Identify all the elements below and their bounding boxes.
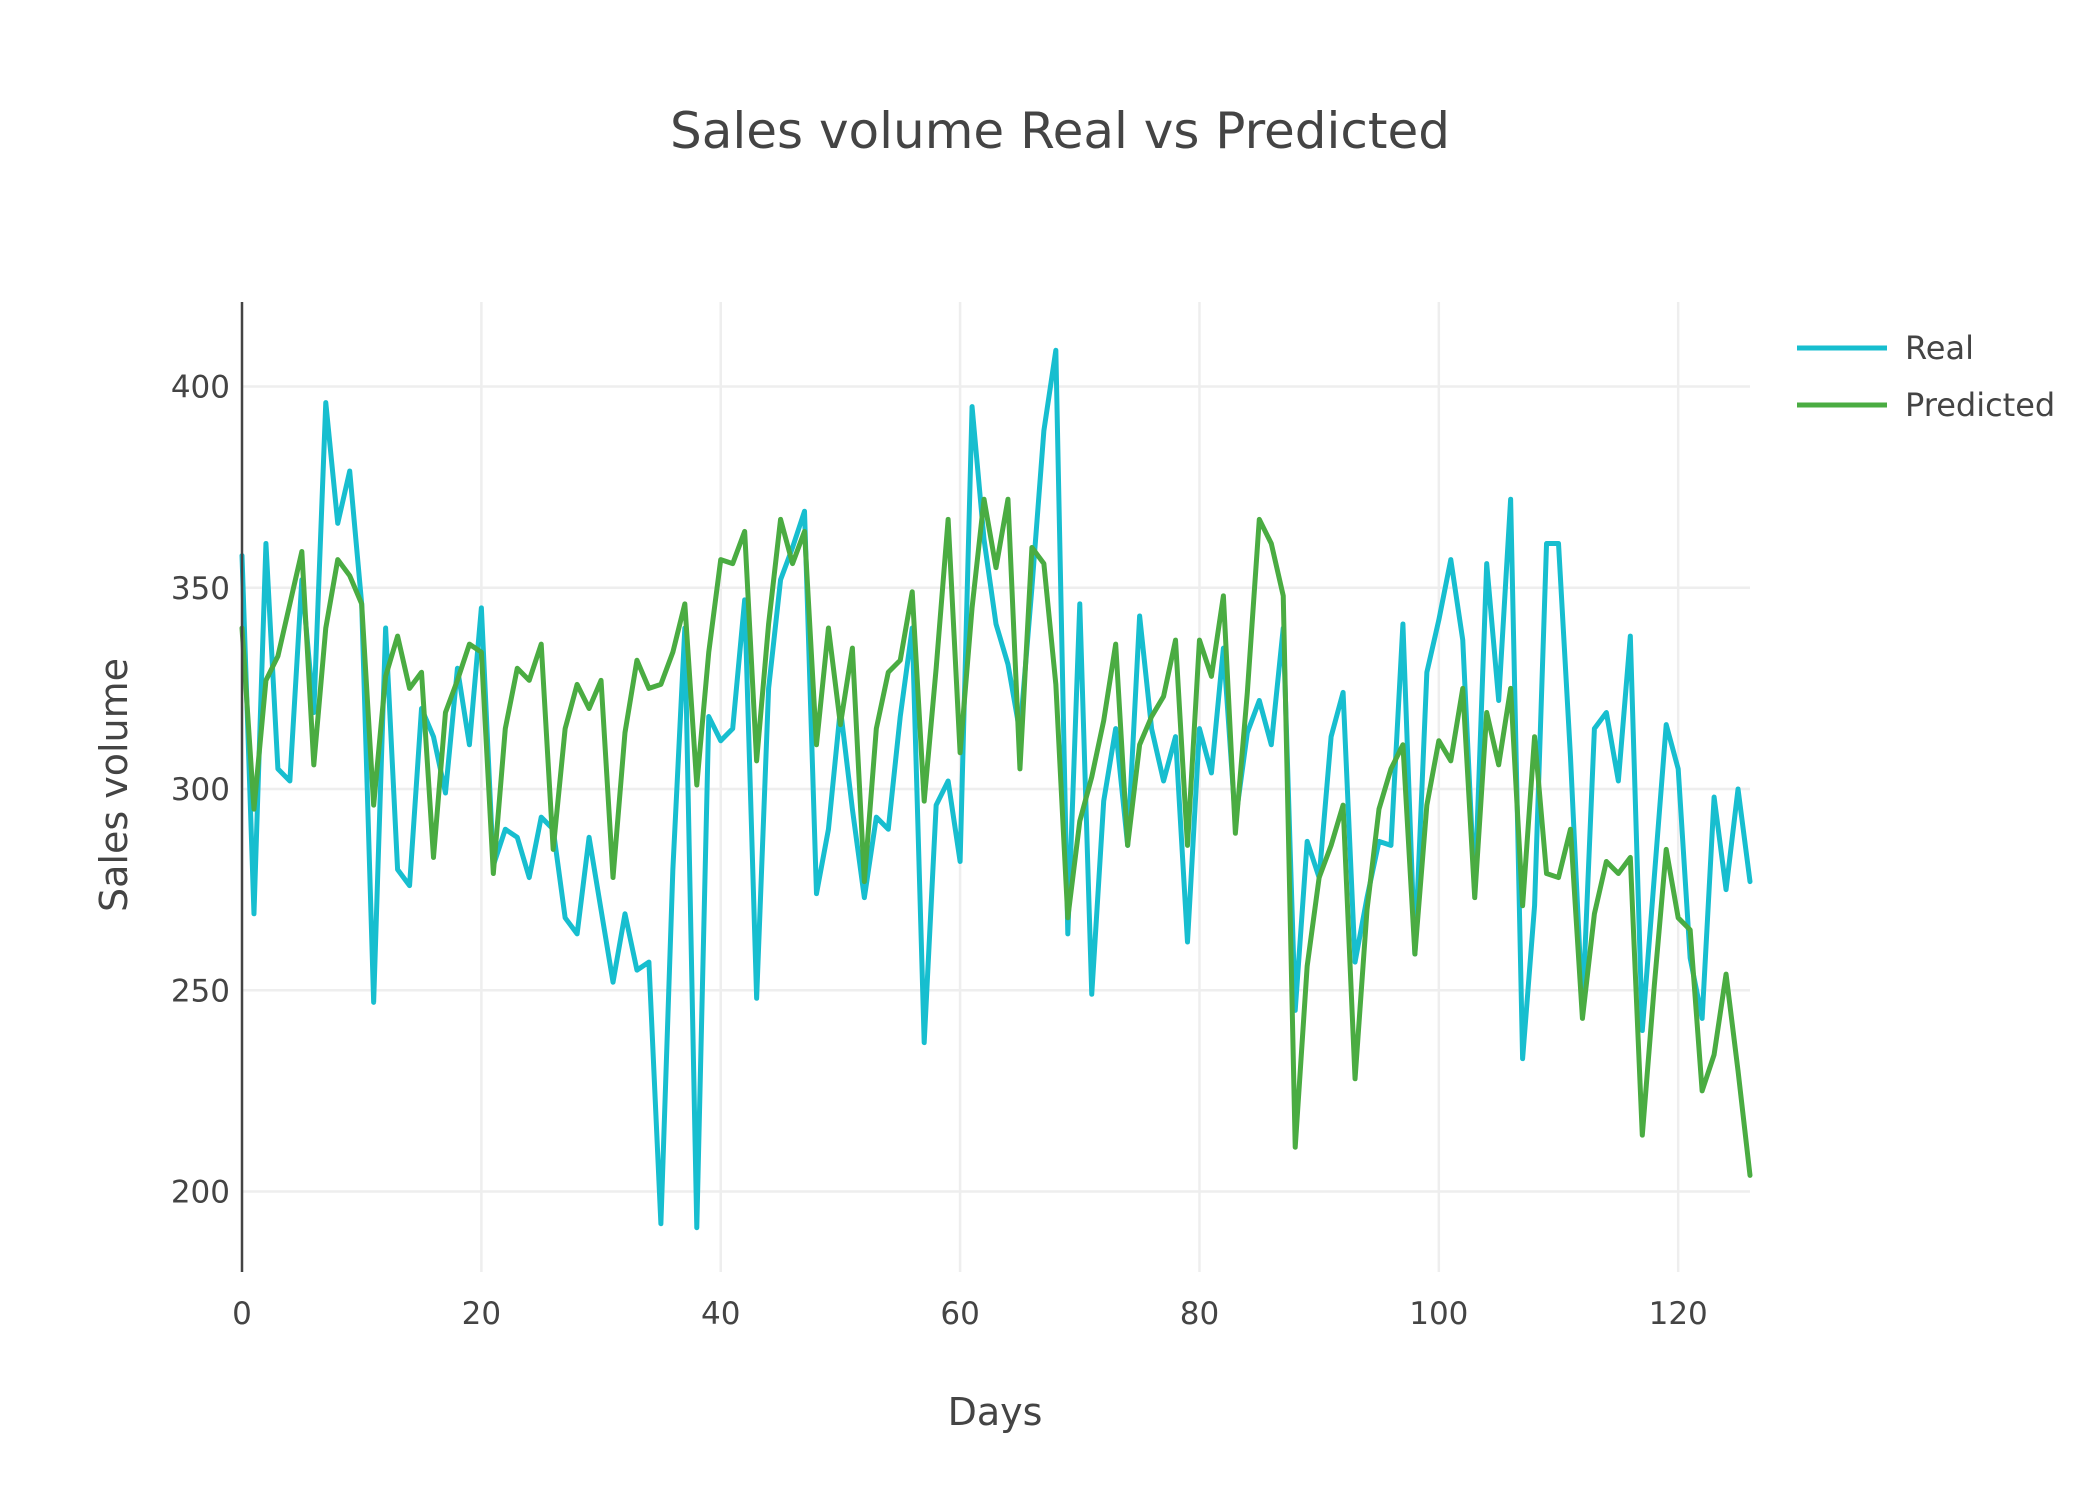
y-axis-title: Sales volume [92, 658, 136, 912]
legend-label-real: Real [1905, 329, 1974, 367]
x-axis-ticks: 0 20 40 60 80 100 120 [232, 1296, 1708, 1332]
y-tick-label: 400 [171, 370, 230, 406]
legend-label-predicted: Predicted [1905, 386, 2055, 424]
x-gridlines [480, 302, 1680, 1272]
y-tick-label: 200 [171, 1175, 230, 1211]
y-tick-label: 300 [171, 772, 230, 808]
y-tick-label: 350 [171, 571, 230, 607]
y-axis-ticks: 200 250 300 350 400 [171, 370, 230, 1211]
x-tick-label: 20 [462, 1296, 501, 1332]
x-tick-label: 120 [1649, 1296, 1708, 1332]
y-gridlines [242, 385, 1750, 1193]
chart-title: Sales volume Real vs Predicted [670, 102, 1450, 160]
legend: Real Predicted [1797, 329, 2055, 424]
x-tick-label: 100 [1409, 1296, 1468, 1332]
x-tick-label: 80 [1180, 1296, 1219, 1332]
x-tick-label: 60 [940, 1296, 979, 1332]
y-tick-label: 250 [171, 973, 230, 1009]
x-tick-label: 0 [232, 1296, 252, 1332]
x-axis-title: Days [948, 1390, 1043, 1434]
series-line-predicted [239, 496, 1753, 1178]
series-layer [239, 347, 1753, 1231]
x-tick-label: 40 [701, 1296, 740, 1332]
